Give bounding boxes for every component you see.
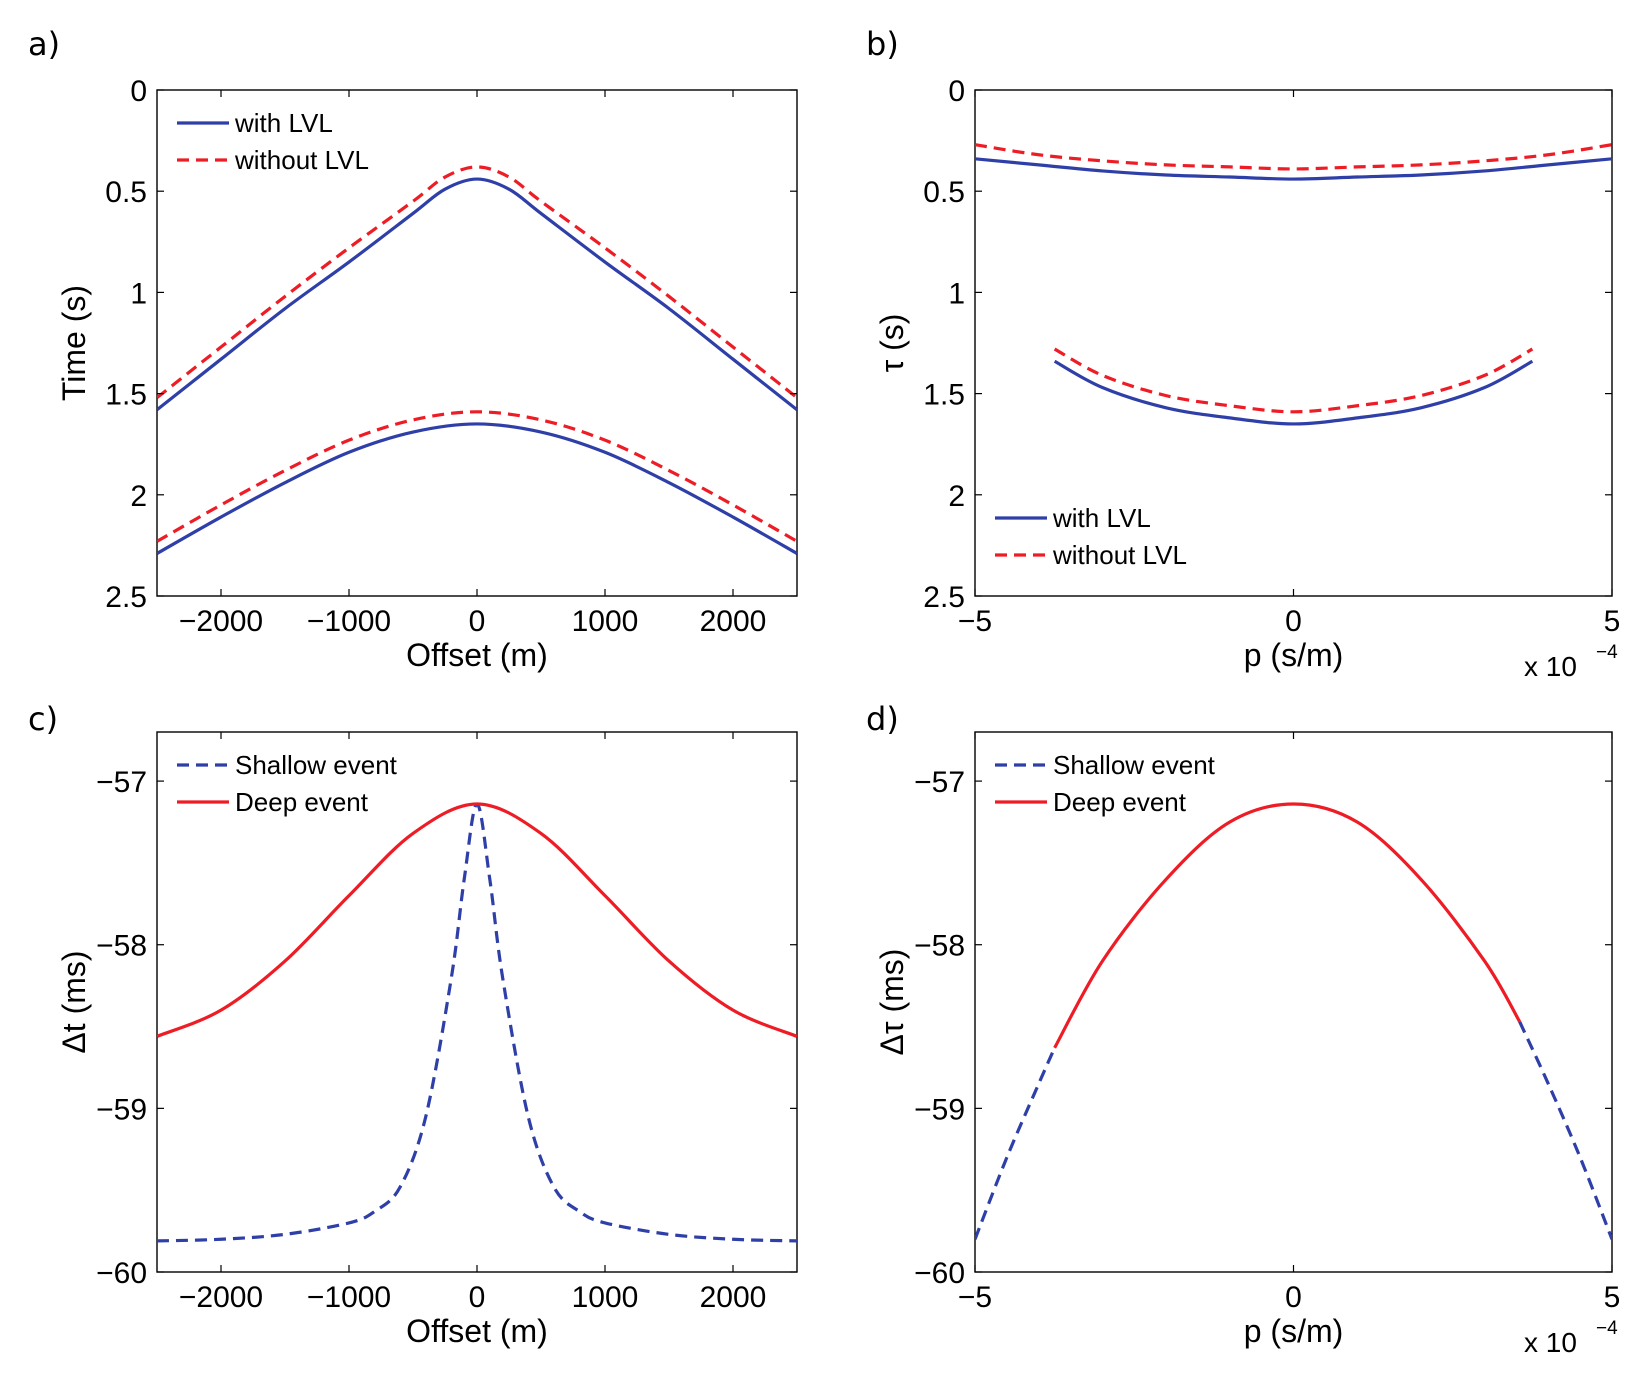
x-tick-label: 0 <box>1285 605 1302 638</box>
x-axis-label: Offset (m) <box>406 1313 548 1349</box>
series-line-without-lvl <box>975 143 1612 171</box>
x-tick-label: −1000 <box>307 1281 391 1314</box>
series-group <box>975 802 1612 1240</box>
y-tick-label: −58 <box>96 930 147 963</box>
x-tick-label: 5 <box>1604 1281 1621 1314</box>
chart-panel-3: c) −2000 −1000 0 1000 2000 −57 −58 −59 −60 Offset … <box>28 700 798 1349</box>
series-line-shallow-event <box>975 1047 1057 1240</box>
series-line-shallow-event <box>157 802 797 1243</box>
y-tick-label: 1.5 <box>105 379 147 412</box>
y-axis-label: Δτ (ms) <box>874 949 910 1056</box>
y-tick-label: 1 <box>948 277 965 310</box>
chart-panel-2: b) −5 0 5 0 0.5 1 1.5 2 2.5 p (s/m) τ (s) x 10 −4 with… <box>866 25 1620 682</box>
panel-label: a) <box>28 25 60 63</box>
panel-label: b) <box>866 25 899 63</box>
y-tick-label: −59 <box>96 1093 147 1126</box>
legend-label: Deep event <box>235 787 369 817</box>
y-tick-label: 0 <box>130 75 147 108</box>
x-axis-label: p (s/m) <box>1244 637 1344 673</box>
x-axis-multiplier-exponent: −4 <box>1596 1318 1618 1339</box>
panel-label: c) <box>28 700 58 738</box>
y-tick-label: 0 <box>948 75 965 108</box>
y-tick-label: 2.5 <box>105 581 147 614</box>
legend-label: Deep event <box>1053 787 1187 817</box>
legend: with LVL without LVL <box>995 503 1187 570</box>
series-line-with-lvl <box>157 177 797 412</box>
y-tick-label: 0.5 <box>923 176 965 209</box>
legend: Shallow event Deep event <box>995 750 1216 817</box>
chart-panel-4: d) −5 0 5 −57 −58 −59 −60 p (s/m) Δτ (ms) x 10 −4 Sh… <box>866 700 1620 1358</box>
panel-label: d) <box>866 700 899 738</box>
y-tick-label: −57 <box>914 766 965 799</box>
legend: Shallow event Deep event <box>177 750 398 817</box>
y-axis-label: τ (s) <box>874 314 910 373</box>
legend-label: without LVL <box>234 145 369 175</box>
x-tick-label: 5 <box>1604 605 1621 638</box>
x-axis-multiplier: x 10 <box>1524 1327 1577 1358</box>
x-tick-label: 2000 <box>700 1281 767 1314</box>
legend-label: Shallow event <box>235 750 398 780</box>
y-tick-label: −60 <box>914 1257 965 1290</box>
x-tick-label: −1000 <box>307 605 391 638</box>
legend-label: Shallow event <box>1053 750 1216 780</box>
legend-label: with LVL <box>234 108 333 138</box>
x-axis-label: p (s/m) <box>1244 1313 1344 1349</box>
x-tick-label: 0 <box>469 1281 486 1314</box>
y-axis-label: Time (s) <box>56 285 92 401</box>
y-tick-label: 2 <box>130 480 147 513</box>
legend-label: with LVL <box>1052 503 1151 533</box>
series-group <box>157 802 797 1243</box>
legend-label: without LVL <box>1052 540 1187 570</box>
series-line-deep-event <box>157 802 797 1038</box>
x-tick-label: 2000 <box>700 605 767 638</box>
y-tick-label: −58 <box>914 930 965 963</box>
y-tick-label: −60 <box>96 1257 147 1290</box>
x-tick-label: 1000 <box>572 605 639 638</box>
series-line-with-lvl <box>975 157 1612 181</box>
series-line-without-lvl <box>1053 347 1534 414</box>
y-tick-label: −57 <box>96 766 147 799</box>
x-tick-label: −2000 <box>179 605 263 638</box>
x-tick-label: 0 <box>1285 1281 1302 1314</box>
series-line-without-lvl <box>157 165 797 399</box>
legend: with LVL without LVL <box>177 108 369 175</box>
chart-panel-1: a) −2000 −1000 0 1000 2000 0 0.5 1 1.5 2 2.5 Offset … <box>28 25 798 673</box>
series-line-without-lvl <box>157 410 797 543</box>
x-tick-label: −5 <box>958 1281 992 1314</box>
series-line-with-lvl <box>157 422 797 555</box>
y-tick-label: 0.5 <box>105 176 147 209</box>
y-axis-label: Δt (ms) <box>56 950 92 1053</box>
x-tick-label: −2000 <box>179 1281 263 1314</box>
y-tick-label: −59 <box>914 1093 965 1126</box>
x-tick-label: 1000 <box>572 1281 639 1314</box>
series-line-with-lvl <box>1053 359 1534 426</box>
y-tick-label: 1 <box>130 277 147 310</box>
x-axis-multiplier: x 10 <box>1524 651 1577 682</box>
series-line-deep-event <box>1053 802 1522 1049</box>
series-line-shallow-event <box>1518 1020 1612 1240</box>
y-tick-label: 2 <box>948 480 965 513</box>
y-tick-label: 2.5 <box>923 581 965 614</box>
series-group <box>975 143 1612 426</box>
x-tick-label: 0 <box>469 605 486 638</box>
series-group <box>157 165 797 555</box>
x-axis-label: Offset (m) <box>406 637 548 673</box>
x-tick-label: −5 <box>958 605 992 638</box>
x-axis-multiplier-exponent: −4 <box>1596 642 1618 663</box>
y-tick-label: 1.5 <box>923 379 965 412</box>
